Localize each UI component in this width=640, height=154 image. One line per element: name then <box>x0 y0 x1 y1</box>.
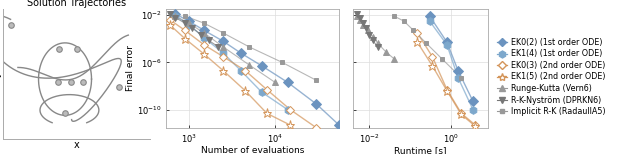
X-axis label: Runtime [s]: Runtime [s] <box>394 146 447 154</box>
Y-axis label: y: y <box>0 71 2 77</box>
Point <box>52 80 63 83</box>
X-axis label: Number of evaluations: Number of evaluations <box>201 146 305 154</box>
Title: Solution Trajectories: Solution Trajectories <box>28 0 126 8</box>
Point <box>115 86 125 88</box>
Y-axis label: Final error: Final error <box>127 46 136 91</box>
Point <box>72 48 82 51</box>
Legend: EK0(2) (1st order ODE), EK1(4) (1st order ODE), EK0(3) (2nd order ODE), EK1(5) (: EK0(2) (1st order ODE), EK1(4) (1st orde… <box>497 38 605 116</box>
Point <box>54 48 64 51</box>
Point <box>66 80 76 83</box>
Point <box>77 80 88 83</box>
X-axis label: x: x <box>74 140 79 150</box>
Point <box>6 24 16 26</box>
Point <box>60 111 70 114</box>
